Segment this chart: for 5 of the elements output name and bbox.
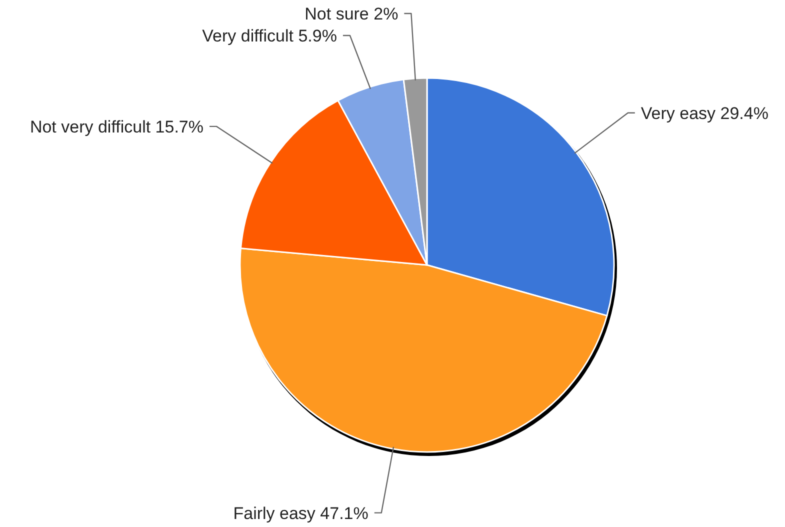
slice-label: Very easy 29.4% xyxy=(640,104,768,123)
slice-label: Very difficult 5.9% xyxy=(202,26,337,46)
slice-label: Not very difficult 15.7% xyxy=(30,117,204,136)
slice-label: Not sure 2% xyxy=(304,4,398,24)
slice-label: Fairly easy 47.1% xyxy=(233,504,368,523)
